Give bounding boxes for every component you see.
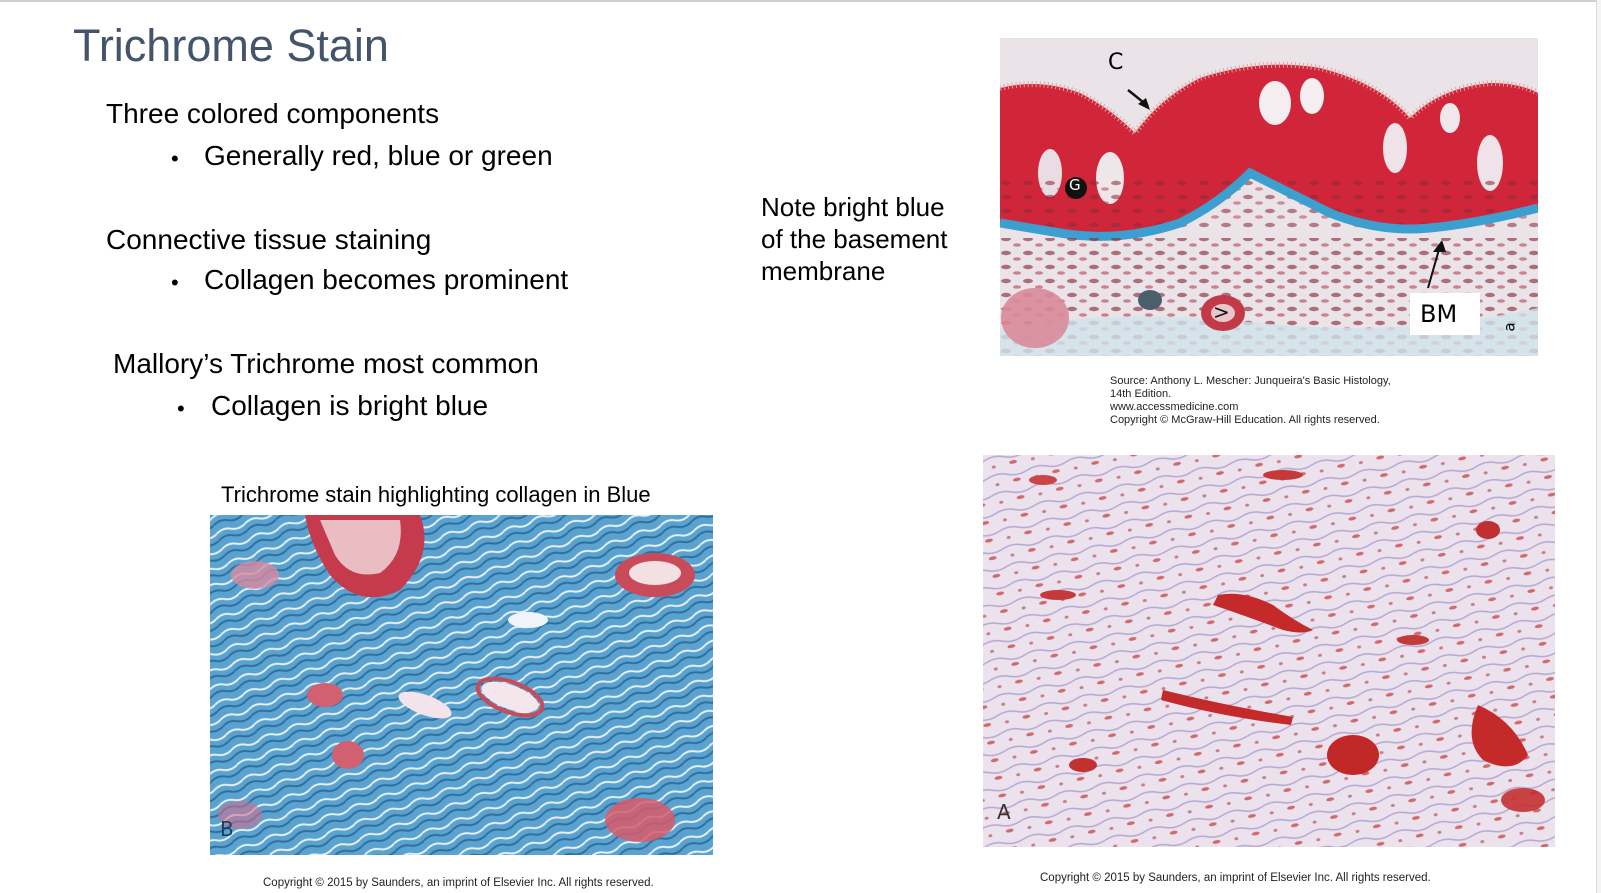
slide-top-edge [0, 0, 1601, 2]
muscle-fiber-image [983, 455, 1555, 847]
source-citation: Source: Anthony L. Mescher: Junqueira's … [1110, 375, 1391, 427]
bullet-dot: • [171, 270, 179, 295]
epithelium-micrograph: C G > BM a [1000, 38, 1538, 356]
collagen-blue-image [210, 515, 713, 855]
copyright-left: Copyright © 2015 by Saunders, an imprint… [263, 877, 654, 889]
label-goblet: G [1069, 176, 1081, 194]
label-panel-a: a [1500, 322, 1519, 332]
copyright-right: Copyright © 2015 by Saunders, an imprint… [1040, 872, 1431, 884]
section-heading-components: Three colored components [106, 98, 440, 129]
bullet-dot: • [171, 146, 179, 171]
bullet-collagen-blue: Collagen is bright blue [211, 390, 489, 421]
label-basement-membrane: BM [1420, 300, 1458, 328]
epithelium-image [1000, 38, 1538, 356]
bullet-colors: Generally red, blue or green [204, 140, 553, 171]
source-line: Source: Anthony L. Mescher: Junqueira's … [1110, 375, 1391, 387]
note-line: Note bright blue [761, 192, 945, 222]
bullet-collagen-prominent: Collagen becomes prominent [204, 264, 569, 295]
note-line: membrane [761, 256, 886, 286]
collagen-blue-micrograph: B [210, 515, 713, 855]
slide-right-edge [1596, 0, 1601, 893]
section-heading-connective: Connective tissue staining [106, 224, 432, 255]
source-line: Copyright © McGraw-Hill Education. All r… [1110, 414, 1380, 426]
label-panel-b: B [220, 817, 234, 841]
slide-title: Trichrome Stain [73, 20, 389, 71]
source-line: 14th Edition. [1110, 388, 1172, 400]
note-line: of the basement [761, 224, 948, 254]
basement-membrane-note: Note bright blue of the basement membran… [761, 191, 947, 287]
bullet-dot: • [177, 396, 185, 421]
source-line: www.accessmedicine.com [1110, 401, 1239, 413]
collagen-caption: Trichrome stain highlighting collagen in… [221, 482, 651, 507]
label-cilia: C [1108, 50, 1124, 75]
label-panel-a-bottom: A [997, 800, 1011, 824]
section-heading-mallory: Mallory’s Trichrome most common [113, 348, 539, 379]
label-vessel: > [1213, 300, 1230, 324]
muscle-fiber-micrograph: A [983, 455, 1555, 847]
